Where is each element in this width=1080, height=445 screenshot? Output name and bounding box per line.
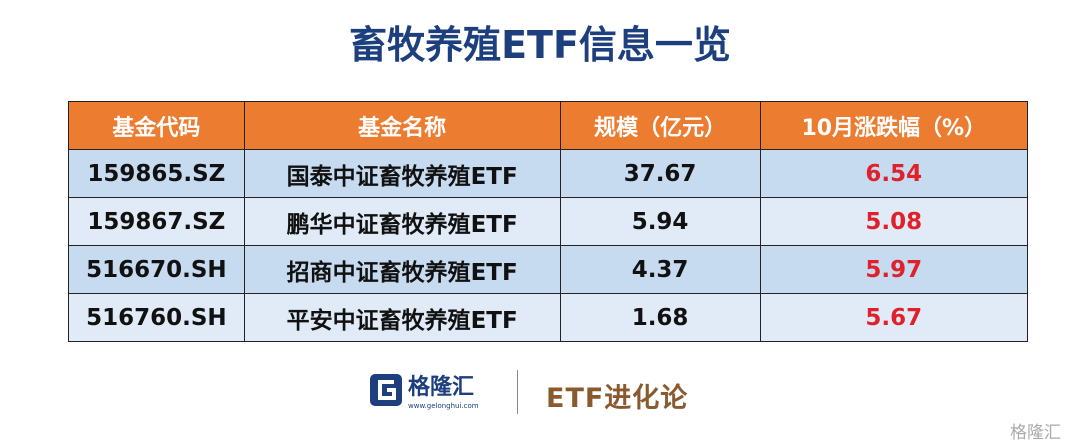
- logo-url: www.gelonghui.com: [408, 402, 479, 410]
- cell: 4.37: [559, 245, 761, 294]
- cell: 6.54: [759, 149, 1029, 198]
- etf-table: 基金代码 基金名称 规模（亿元） 10月涨跌幅（%） 159865.SZ 国泰中证畜牧养…: [68, 101, 1029, 342]
- cell: 159865.SZ: [68, 149, 245, 198]
- cell: 5.08: [759, 197, 1029, 246]
- column-header: 基金代码: [68, 101, 245, 150]
- brand: ETF进化论: [546, 383, 689, 414]
- logo-icon: [370, 374, 402, 406]
- header-row: 基金代码 基金名称 规模（亿元） 10月涨跌幅（%）: [68, 101, 1029, 150]
- column-header: 10月涨跌幅（%）: [759, 101, 1029, 150]
- separator: [517, 370, 518, 414]
- column-header: 规模（亿元）: [559, 101, 761, 150]
- logo: 格隆汇 www.gelonghui.com: [370, 374, 479, 410]
- table-row: 516760.SH 平安中证畜牧养殖ETF 1.68 5.67: [68, 293, 1029, 342]
- cell: 5.97: [759, 245, 1029, 294]
- cell: 516670.SH: [68, 245, 245, 294]
- logo-g: [378, 380, 396, 400]
- table-row: 516670.SH 招商中证畜牧养殖ETF 4.37 5.97: [68, 245, 1029, 294]
- column-header: 基金名称: [243, 101, 561, 150]
- title: 畜牧养殖ETF信息一览: [349, 23, 731, 67]
- cell: 鹏华中证畜牧养殖ETF: [243, 197, 561, 246]
- cell: 516760.SH: [68, 293, 245, 342]
- logo-name: 格隆汇: [408, 374, 474, 400]
- table-body: 159865.SZ 国泰中证畜牧养殖ETF 37.67 6.54 159867.SZ 鹏华…: [68, 149, 1029, 342]
- cell: 5.94: [559, 197, 761, 246]
- table-row: 159865.SZ 国泰中证畜牧养殖ETF 37.67 6.54: [68, 149, 1029, 198]
- cell: 5.67: [759, 293, 1029, 342]
- cell: 159867.SZ: [68, 197, 245, 246]
- cell: 37.67: [559, 149, 761, 198]
- cell: 招商中证畜牧养殖ETF: [243, 245, 561, 294]
- watermark: 格隆汇: [1010, 423, 1061, 443]
- cell: 平安中证畜牧养殖ETF: [243, 293, 561, 342]
- table-row: 159867.SZ 鹏华中证畜牧养殖ETF 5.94 5.08: [68, 197, 1029, 246]
- cell: 国泰中证畜牧养殖ETF: [243, 149, 561, 198]
- cell: 1.68: [559, 293, 761, 342]
